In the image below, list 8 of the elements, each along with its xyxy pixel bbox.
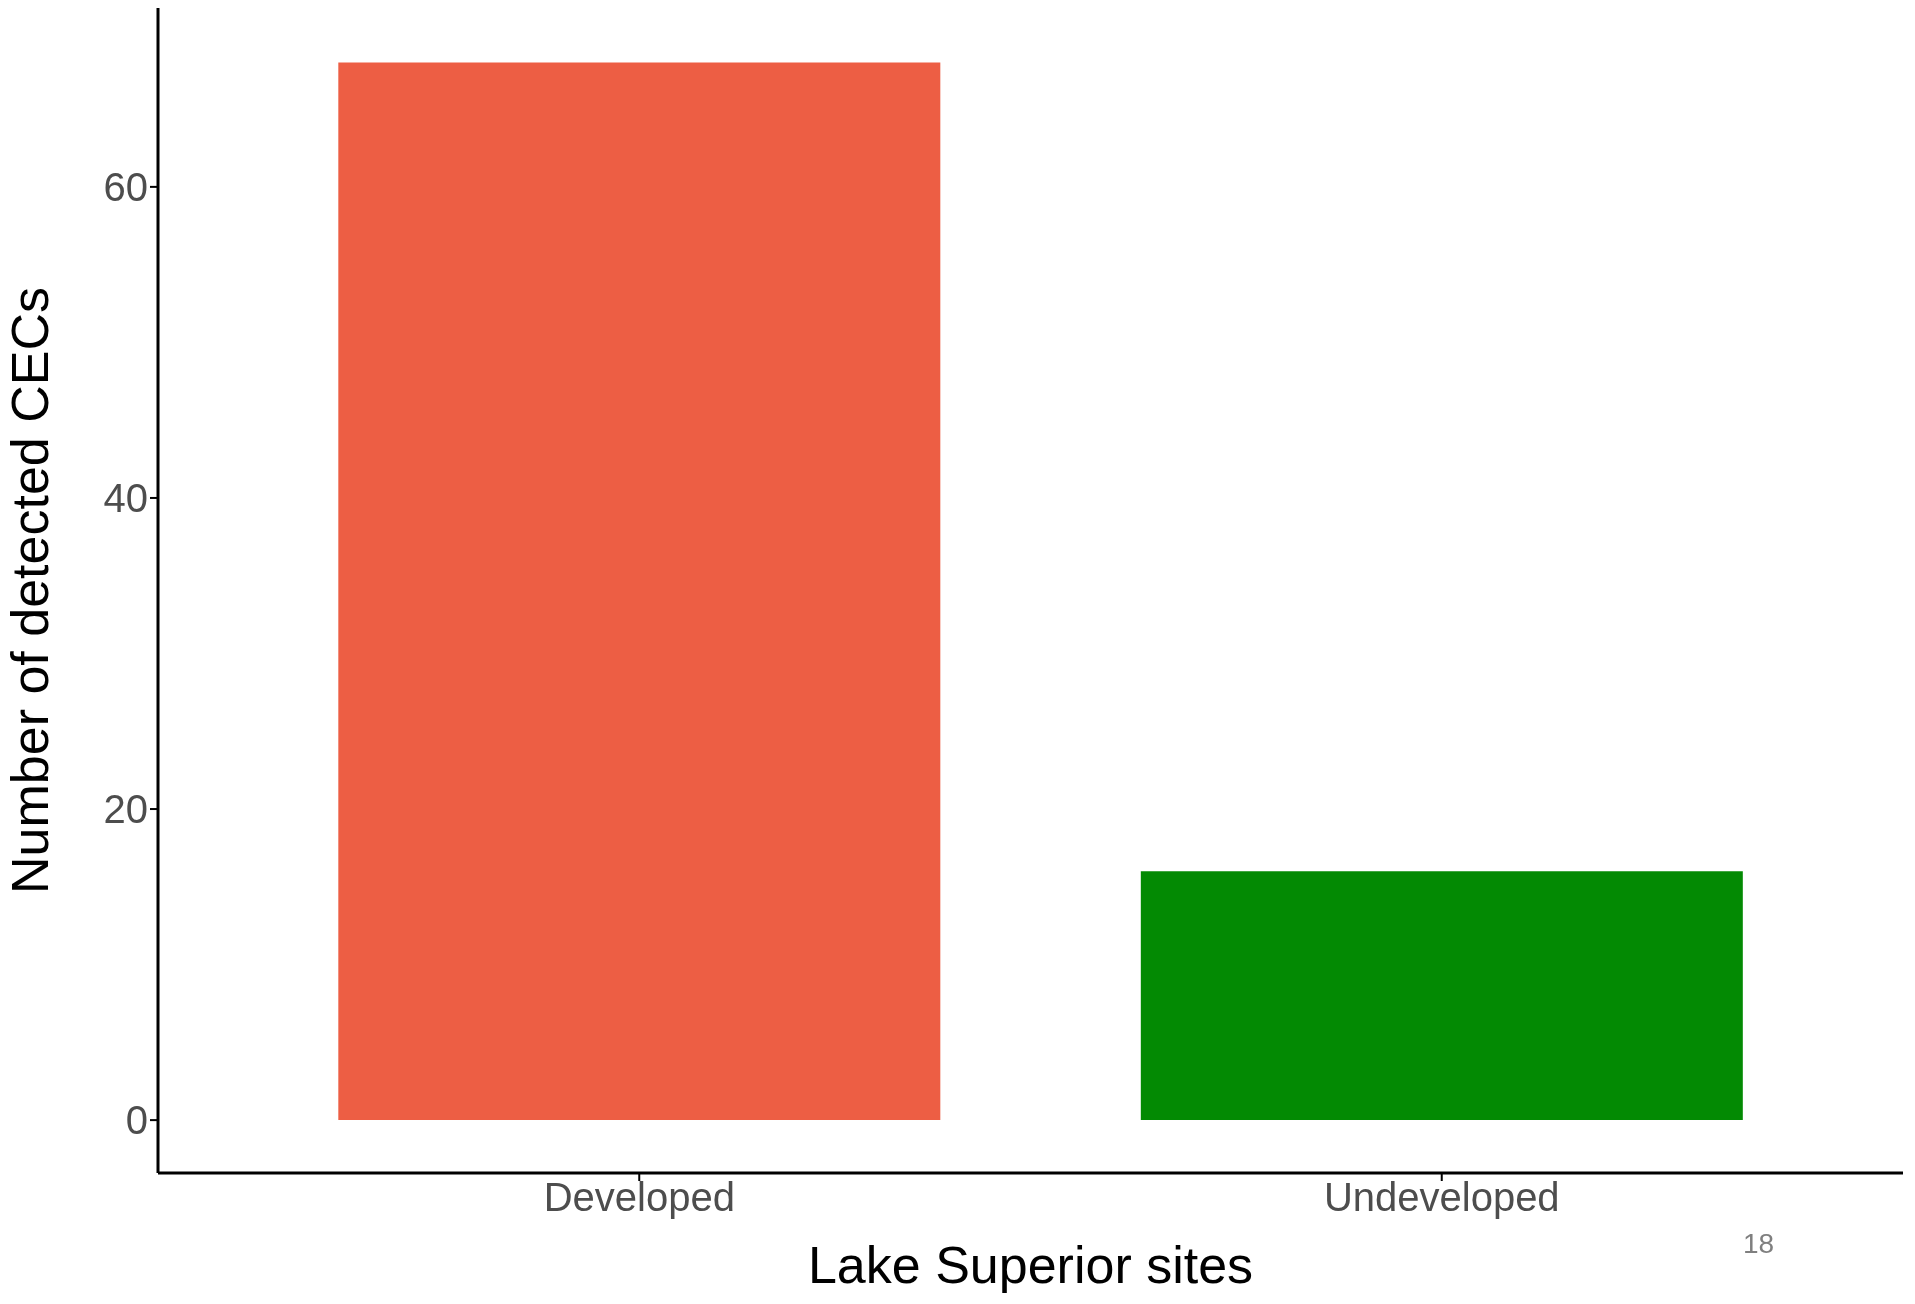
y-axis-title: Number of detected CECs <box>1 287 60 894</box>
x-tick-label: Undeveloped <box>1323 1175 1560 1220</box>
y-tick-label: 0 <box>125 1098 148 1143</box>
text: 18 <box>1743 1228 1775 1260</box>
y-tick-label: 20 <box>103 787 148 832</box>
x-tick-label: Developed <box>543 1175 735 1220</box>
y-tick-label: 60 <box>103 165 148 210</box>
y-tick-label: 40 <box>103 476 148 521</box>
